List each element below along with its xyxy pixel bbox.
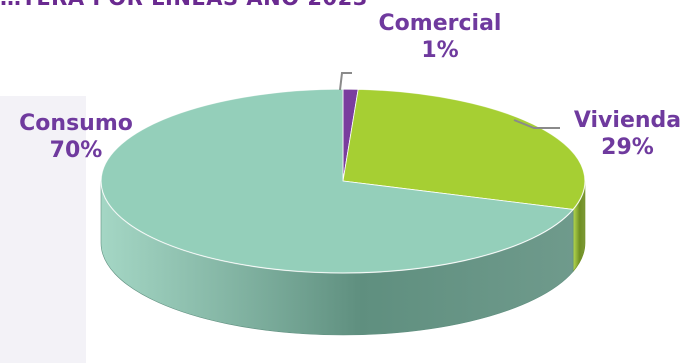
background-panel [0, 96, 86, 363]
chart-title: …TERA POR LINEAS AÑO 2023 [0, 0, 694, 14]
label-comercial: Comercial 1% [365, 10, 515, 64]
label-vivienda-value: 29% [601, 135, 654, 160]
pie-slice-consumo [100, 88, 574, 274]
label-consumo-value: 70% [49, 138, 103, 163]
pie-rim [100, 88, 586, 274]
label-vivienda-name: Vivienda [573, 108, 682, 133]
pie-slice-vivienda [342, 88, 586, 210]
label-comercial-name: Comercial [378, 11, 502, 36]
label-vivienda: Vivienda 29% [560, 107, 694, 161]
leader-vivienda [513, 119, 560, 129]
label-consumo: Consumo 70% [6, 110, 146, 164]
label-comercial-value: 1% [421, 38, 459, 63]
label-consumo-name: Consumo [19, 111, 133, 136]
leader-comercial [339, 72, 352, 91]
